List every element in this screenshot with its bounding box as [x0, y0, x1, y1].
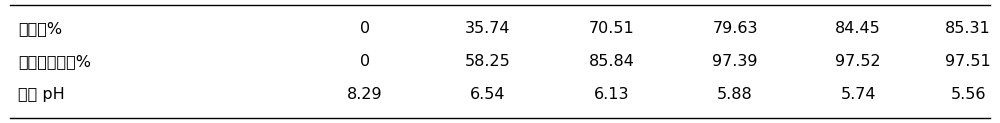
Text: 除浊率%: 除浊率% — [18, 21, 62, 36]
Text: 97.39: 97.39 — [712, 54, 758, 69]
Text: 84.45: 84.45 — [835, 21, 881, 36]
Text: 0: 0 — [360, 21, 370, 36]
Text: 35.74: 35.74 — [465, 21, 511, 36]
Text: 5.56: 5.56 — [950, 87, 986, 102]
Text: 8.29: 8.29 — [347, 87, 383, 102]
Text: 5.88: 5.88 — [717, 87, 753, 102]
Text: 四环素去除率%: 四环素去除率% — [18, 54, 91, 69]
Text: 97.52: 97.52 — [835, 54, 881, 69]
Text: 0: 0 — [360, 54, 370, 69]
Text: 6.13: 6.13 — [594, 87, 630, 102]
Text: 5.74: 5.74 — [840, 87, 876, 102]
Text: 85.84: 85.84 — [589, 54, 635, 69]
Text: 出水 pH: 出水 pH — [18, 87, 65, 102]
Text: 85.31: 85.31 — [945, 21, 991, 36]
Text: 97.51: 97.51 — [945, 54, 991, 69]
Text: 70.51: 70.51 — [589, 21, 635, 36]
Text: 79.63: 79.63 — [712, 21, 758, 36]
Text: 58.25: 58.25 — [465, 54, 511, 69]
Text: 6.54: 6.54 — [470, 87, 506, 102]
